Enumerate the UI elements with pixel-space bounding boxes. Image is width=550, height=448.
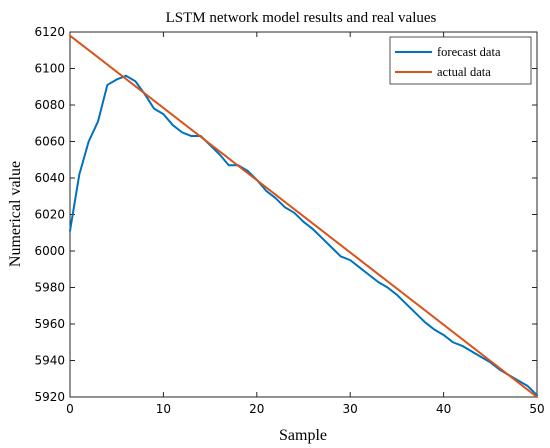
y-tick-label: 6000 <box>34 244 65 258</box>
legend: forecast data actual data <box>389 36 532 85</box>
x-tick-label: 50 <box>529 402 544 416</box>
y-tick-label: 6060 <box>34 135 65 149</box>
y-tick-label: 6080 <box>34 98 65 112</box>
y-tick-label: 5940 <box>34 354 65 368</box>
axis-ticks: 0 10 20 30 40 50 5920 5940 5960 5980 6000 6020 6040 6… <box>34 25 544 416</box>
x-tick-label: 10 <box>156 402 171 416</box>
legend-label-forecast: forecast data <box>437 45 501 59</box>
y-axis-label: Numerical value <box>7 161 24 267</box>
y-tick-label: 5980 <box>34 281 65 295</box>
y-tick-label: 6100 <box>34 62 65 76</box>
series-lines <box>69 34 538 398</box>
x-axis-label: Sample <box>279 427 327 444</box>
legend-label-actual: actual data <box>437 65 491 79</box>
y-tick-label: 5960 <box>34 317 65 331</box>
y-tick-label: 6020 <box>34 208 65 222</box>
x-tick-label: 40 <box>436 402 451 416</box>
y-tick-label: 6040 <box>34 171 65 185</box>
chart-title: LSTM network model results and real valu… <box>166 10 437 26</box>
series-line-forecast-data <box>69 74 538 397</box>
series-line-actual-data <box>69 34 538 398</box>
y-tick-label: 5920 <box>34 390 65 404</box>
x-tick-label: 0 <box>66 402 74 416</box>
y-tick-label: 6120 <box>34 25 65 39</box>
legend-box <box>389 36 532 85</box>
x-tick-label: 20 <box>249 402 264 416</box>
x-tick-label: 30 <box>343 402 358 416</box>
